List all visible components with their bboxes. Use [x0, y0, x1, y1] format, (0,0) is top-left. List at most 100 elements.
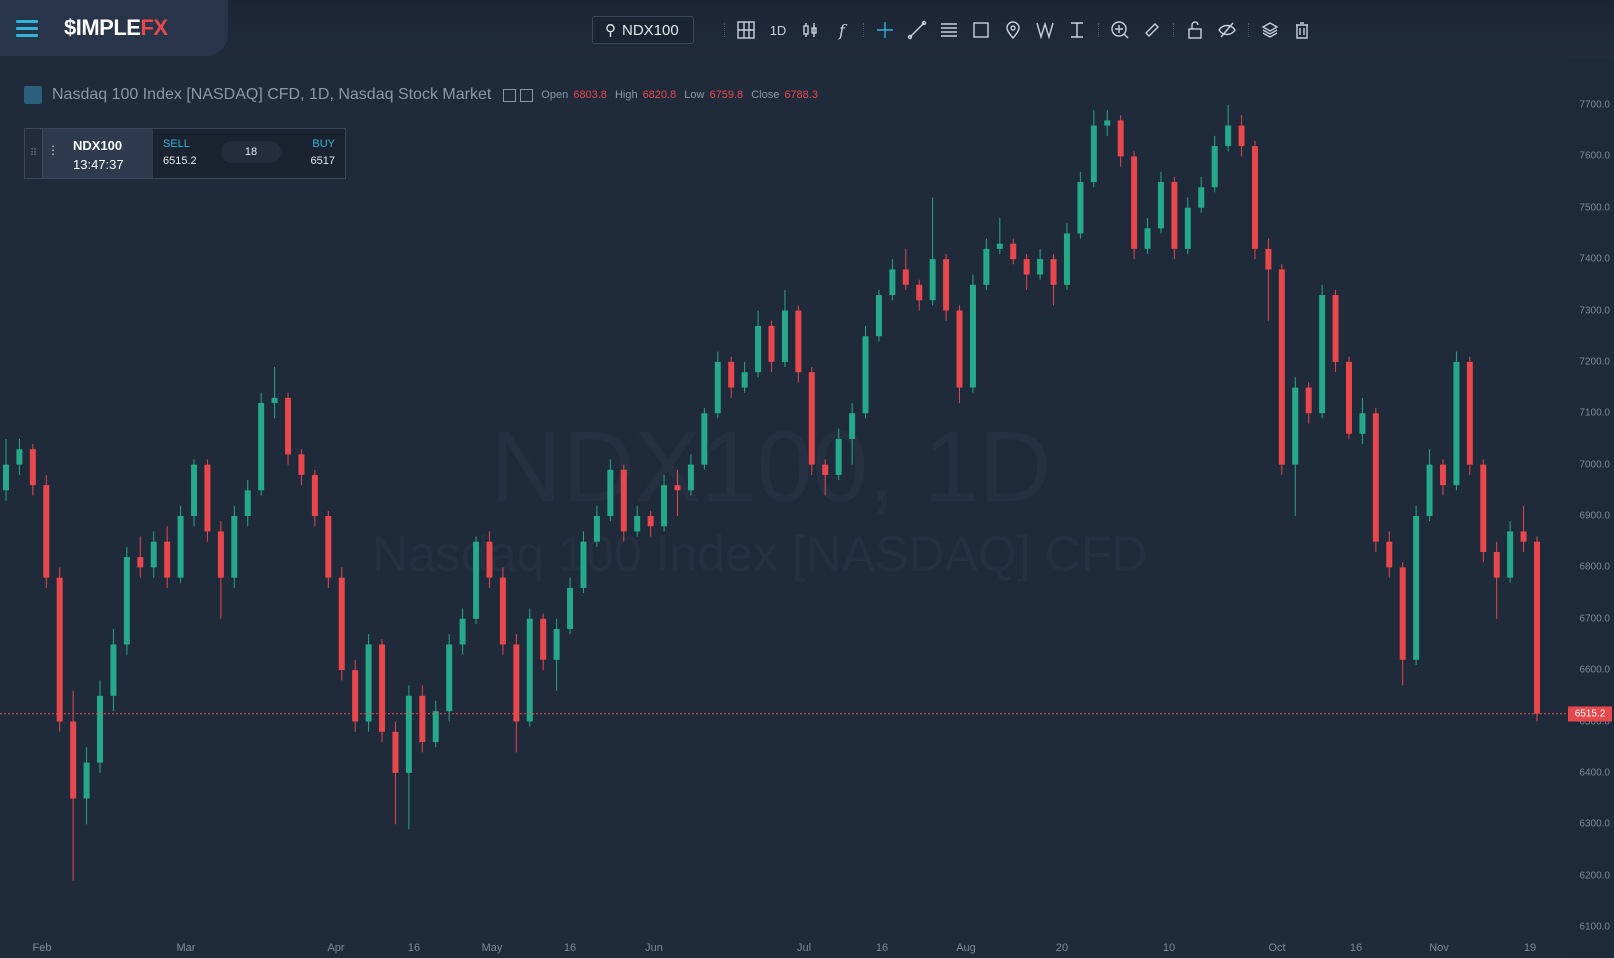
chart-toolbar: 1D f [724, 16, 1313, 44]
brand-panel: $IMPLEFX [0, 0, 228, 56]
time-tick-label: Jun [645, 942, 663, 954]
candle-body [1184, 207, 1191, 249]
candle-body [1238, 125, 1245, 147]
candle-body [607, 469, 614, 516]
candle-body [513, 644, 520, 722]
trash-icon[interactable] [1291, 19, 1313, 41]
candle-body [379, 644, 386, 732]
trendline-icon[interactable] [906, 19, 928, 41]
logo-main: $IMPLE [64, 15, 141, 40]
candle-body [43, 485, 50, 578]
candle-body [150, 541, 157, 568]
candle-body [1198, 187, 1205, 208]
interval-button[interactable]: 1D [769, 22, 787, 38]
candle-body [29, 449, 36, 486]
candle-body [714, 361, 721, 414]
candle-body [177, 516, 184, 578]
candle-body [56, 577, 63, 722]
candle-body [352, 670, 359, 722]
crosshair-icon[interactable] [874, 19, 896, 41]
close-value: 6788.3 [784, 89, 818, 101]
price-tick-label: 7100.0 [1579, 407, 1610, 419]
candle-body [1426, 464, 1433, 516]
candlestick-chart[interactable] [0, 58, 1568, 958]
candle-body [459, 618, 466, 645]
fib-lines-icon[interactable] [938, 19, 960, 41]
trade-widget: ⠿ ⋮ NDX100 13:47:37 SELL 6515.2 18 BUY 651… [24, 128, 346, 179]
legend-title: Nasdaq 100 Index [NASDAQ] CFD, 1D, Nasda… [52, 86, 492, 103]
time-tick-label: 16 [563, 942, 577, 954]
search-value: NDX100 [622, 21, 679, 39]
time-tick-label: Oct [1268, 942, 1286, 954]
time-tick-label: 16 [875, 942, 889, 954]
menu-icon[interactable] [16, 19, 38, 37]
more-icon[interactable]: ⋮ [47, 143, 59, 157]
candle-body [1386, 541, 1393, 568]
quote-panel: SELL 6515.2 18 BUY 6517 [153, 129, 345, 178]
candle-body [298, 454, 305, 475]
price-tick-label: 6900.0 [1579, 510, 1610, 522]
divider [863, 23, 864, 37]
candle-body [1104, 120, 1111, 126]
candle-body [97, 695, 104, 763]
time-tick-label: 19 [1523, 942, 1537, 954]
lock-icon[interactable] [1184, 19, 1206, 41]
divider [724, 23, 725, 37]
zoom-in-icon[interactable] [1109, 19, 1131, 41]
candle-body [164, 541, 171, 578]
candle-body [419, 695, 426, 743]
ohlc-values: Open 6803.8 High 6820.8 Low 6759.8 Close 678… [541, 89, 823, 101]
candle-body [862, 336, 869, 414]
candle-body [271, 397, 278, 403]
drag-handle-icon[interactable]: ⠿ [25, 129, 43, 178]
candle-body [969, 284, 976, 388]
trade-symbol-name: NDX100 [73, 138, 123, 153]
time-tick-label: May [481, 942, 503, 954]
candle-body [634, 516, 641, 532]
candle-body [1332, 295, 1339, 362]
time-tick-label: 10 [1162, 942, 1176, 954]
candle-body [217, 531, 224, 578]
candle-body [929, 259, 936, 301]
symbol-icon[interactable] [24, 86, 42, 104]
close-series-icon[interactable] [520, 88, 534, 102]
layers-icon[interactable] [1259, 19, 1281, 41]
indicator-f-icon[interactable]: f [839, 20, 845, 40]
candle-body [1413, 516, 1420, 660]
current-price-tag: 6515.2 [1568, 706, 1612, 722]
candle-body [1144, 228, 1151, 249]
candle-body [701, 413, 708, 465]
candle-body [902, 269, 909, 285]
candle-body [956, 310, 963, 388]
candle-body [204, 464, 211, 532]
price-tick-label: 7400.0 [1579, 253, 1610, 265]
price-tick-label: 6200.0 [1579, 870, 1610, 882]
ruler-icon[interactable] [1141, 19, 1163, 41]
measure-icon[interactable] [1066, 19, 1088, 41]
rectangle-icon[interactable] [970, 19, 992, 41]
time-tick-label: Feb [32, 942, 52, 954]
candle-body [311, 474, 318, 516]
hide-icon[interactable] [1216, 19, 1238, 41]
candle-body [1359, 413, 1366, 434]
candle-body [540, 618, 547, 660]
candle-body [123, 557, 130, 645]
settings-icon[interactable] [503, 88, 517, 102]
search-icon: ⚲ [605, 22, 616, 39]
candle-body [875, 295, 882, 337]
candle-body [835, 438, 842, 475]
candle-body [1520, 531, 1527, 542]
logo[interactable]: $IMPLEFX [64, 15, 168, 41]
pattern-icon[interactable] [1034, 19, 1056, 41]
divider [1098, 23, 1099, 37]
symbol-search[interactable]: ⚲ NDX100 [592, 16, 694, 44]
candle-body [1050, 259, 1057, 285]
watermark-description: Nasdaq 100 Index [NASDAQ] CFD [372, 526, 1148, 582]
grid-icon[interactable] [735, 19, 757, 41]
candle-body [580, 541, 587, 588]
pin-icon[interactable] [1002, 19, 1024, 41]
time-tick-label: Apr [327, 942, 345, 954]
candle-body [1345, 361, 1352, 434]
candles-icon[interactable] [799, 19, 821, 41]
price-axis[interactable]: 7700.0 7600.0 7500.0 7400.0 7300.0 7200.0 7100… [1568, 58, 1614, 958]
